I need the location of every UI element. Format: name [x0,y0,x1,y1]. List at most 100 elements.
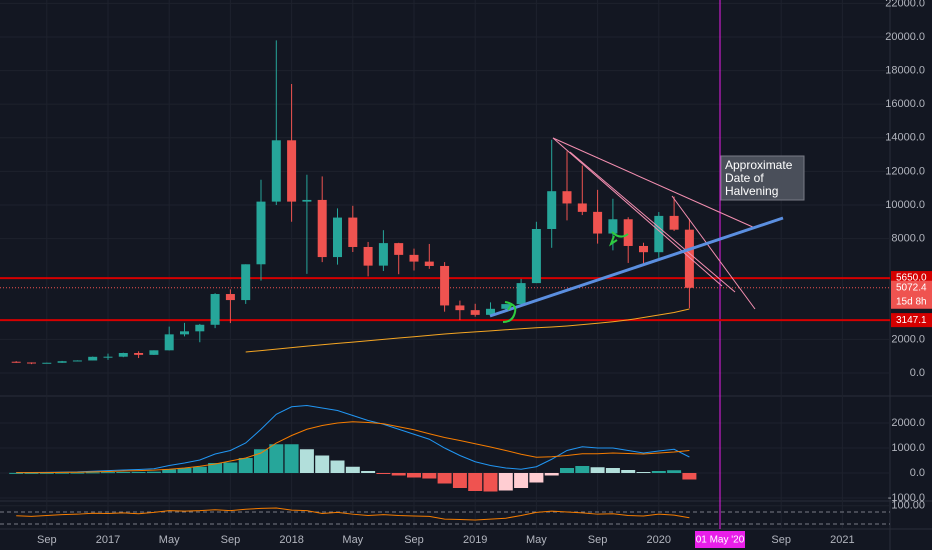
macd-histogram-bar [407,473,421,478]
candle-body [88,356,98,361]
highlight-sketch [502,301,517,323]
macd-histogram-bar [85,472,100,474]
candle-body [409,254,419,262]
y-tick-label: 12000.0 [885,165,925,177]
y-tick-label: 20000.0 [885,31,925,43]
candle-body [317,199,327,258]
macd-histogram-bar [483,473,498,492]
macd-histogram-bar [621,470,636,473]
candle-body [241,264,251,301]
candle-body [577,203,587,212]
macd-histogram-bar [269,444,284,473]
last-price-box [891,280,932,309]
macd-histogram-bar [468,473,483,491]
candle-body [134,352,144,355]
macd-histogram-bar [544,473,559,476]
candle-body [424,261,434,266]
candle-body [333,217,342,258]
x-tick-label: 2021 [830,534,854,546]
macd-histogram-bar [590,467,605,473]
macd-histogram-bar [177,468,192,473]
macd-histogram-bar [101,472,115,474]
macd-line [16,404,690,473]
y-tick-label: 8000.0 [891,232,925,244]
annotation-box [720,155,805,201]
last-price-label: 5072.4 [896,282,927,293]
x-tick-label: 2017 [96,534,120,546]
marks [0,0,890,529]
y-tick-label: 0.0 [910,467,925,479]
x-tick-label: Sep [37,534,57,546]
candle-body [72,360,82,362]
labels: Sep 2017 May Sep 2018 May Sep 2019 May Sep 2020 Sep… [37,0,932,548]
candle-body [149,350,159,355]
macd-histogram-bar [39,472,54,474]
candle-body [378,243,388,266]
candle-body [623,219,633,246]
macd-histogram-bar [651,471,666,473]
candle-body [103,356,113,358]
x-tick-label: May [342,534,363,546]
y-tick-label: 22000.0 [885,0,925,9]
x-tick-label: 2018 [279,534,303,546]
candle-body [287,140,297,202]
macd-histogram-bar [162,469,177,473]
macd-histogram-bar [238,458,253,473]
trend-line [671,195,756,310]
y-tick-label: 2000.0 [891,333,925,345]
candle-body [654,215,664,253]
macd-histogram-bar [345,466,360,473]
y-tick-label: 2000.0 [891,417,925,429]
y-tick-label: 10000.0 [885,199,925,211]
macd-histogram-bar [605,468,620,473]
candle-body [684,229,694,288]
marker-label-box [695,531,745,548]
macd-histogram-bar [391,473,406,476]
macd-histogram-bar [55,472,70,474]
macd-histogram-bar [361,471,376,473]
candle-body [42,362,52,364]
macd-histogram-bar [208,463,223,473]
price-label: 5650.0 [896,273,927,284]
drawings [489,137,784,323]
macd-histogram-bar [636,472,651,473]
candle-body [27,362,36,364]
countdown: 15d 8h [896,296,927,307]
macd-histogram-bar [422,473,437,479]
candle-body [164,334,174,351]
price-label: 3147.1 [896,315,927,326]
y-tick-label: 100.00 [891,500,925,512]
price-label-box [891,313,932,328]
candle-body [639,245,648,253]
x-tick-label: 2020 [647,534,671,546]
macd-histogram-bar [376,473,391,474]
support-line [489,216,784,318]
candle-body [210,294,220,325]
y-tick-label: 18000.0 [885,64,925,76]
x-tick-label: Sep [221,534,241,546]
macd-histogram-bar [529,473,544,483]
macd-histogram-bar [682,473,697,480]
trend-line [552,137,756,229]
rsi-line [16,507,690,521]
macd-histogram-bar [514,473,529,488]
trend-line [552,137,723,287]
signal-line [16,421,690,474]
x-tick-label: May [526,534,547,546]
candle-body [57,361,67,363]
candle-body [516,283,526,305]
macd-histogram-bar [254,449,268,473]
candle-body [440,265,450,306]
macd-histogram-bar [116,472,131,473]
y-tick-label: 14000.0 [885,132,925,144]
macd-histogram-bar [146,471,161,473]
candle-body [501,304,511,309]
candle-body [562,191,572,204]
candle-body [669,215,679,230]
highlight-sketch [608,231,629,247]
macd-histogram-bar [131,471,146,473]
candle-body [486,308,495,315]
macd-histogram-bar [498,473,513,491]
